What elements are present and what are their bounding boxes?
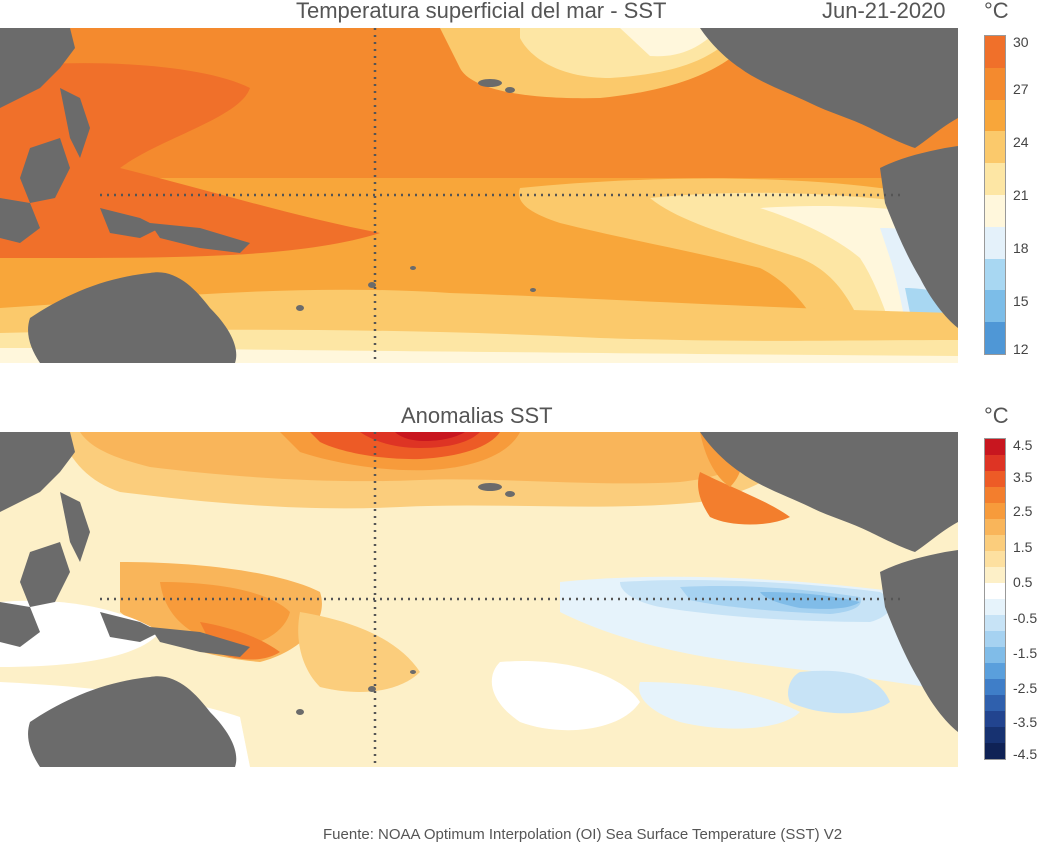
colorbar-segment — [985, 567, 1005, 583]
colorbar-segment — [985, 487, 1005, 503]
sst-colorbar-tick: 12 — [1013, 341, 1029, 357]
sst-unit-label: °C — [984, 0, 1009, 23]
anomaly-colorbar-tick: -1.5 — [1013, 645, 1038, 661]
colorbar-segment — [985, 631, 1005, 647]
sst-colorbar-tick: 15 — [1013, 293, 1029, 309]
colorbar-segment — [985, 439, 1005, 455]
anomaly-colorbar-tick: 2.5 — [1013, 503, 1033, 519]
sst-colorbar-tick: 30 — [1013, 34, 1029, 50]
colorbar-segment — [985, 455, 1005, 471]
sst-colorbar-tick: 21 — [1013, 187, 1029, 203]
colorbar-segment — [985, 503, 1005, 519]
colorbar-segment — [985, 711, 1005, 727]
anomaly-colorbar-tick: 4.5 — [1013, 437, 1033, 453]
colorbar-segment — [985, 679, 1005, 695]
colorbar-segment — [985, 67, 1005, 100]
anomaly-colorbar-tick: -2.5 — [1013, 680, 1038, 696]
anomaly-colorbar-tick: 3.5 — [1013, 469, 1033, 485]
sst-colorbar-tick: 27 — [1013, 81, 1029, 97]
anomaly-title: Anomalias SST — [401, 403, 553, 428]
colorbar-segment — [985, 99, 1005, 132]
colorbar-segment — [985, 743, 1005, 759]
colorbar-segment — [985, 322, 1005, 354]
anomaly-colorbar — [984, 438, 1006, 760]
colorbar-segment — [985, 663, 1005, 679]
sst-map — [0, 28, 958, 363]
sst-title: Temperatura superficial del mar - SST — [296, 0, 667, 23]
data-source-credit: Fuente: NOAA Optimum Interpolation (OI) … — [323, 826, 843, 843]
colorbar-segment — [985, 695, 1005, 711]
colorbar-segment — [985, 599, 1005, 615]
anomaly-colorbar-tick: 1.5 — [1013, 539, 1033, 555]
colorbar-segment — [985, 163, 1005, 195]
sst-date: Jun-21-2020 — [822, 0, 946, 23]
colorbar-segment — [985, 258, 1005, 291]
anomaly-colorbar-tick: -3.5 — [1013, 714, 1038, 730]
sst-colorbar-tick: 24 — [1013, 134, 1029, 150]
colorbar-segment — [985, 615, 1005, 631]
sst-colorbar — [984, 35, 1006, 355]
anomaly-unit-label: °C — [984, 403, 1009, 428]
anomaly-colorbar-tick: -4.5 — [1013, 746, 1038, 762]
sst-colorbar-tick: 18 — [1013, 240, 1029, 256]
colorbar-segment — [985, 551, 1005, 567]
anomaly-colorbar-tick: 0.5 — [1013, 574, 1033, 590]
colorbar-segment — [985, 535, 1005, 551]
colorbar-segment — [985, 290, 1005, 323]
colorbar-segment — [985, 226, 1005, 259]
anomaly-colorbar-tick: -0.5 — [1013, 610, 1038, 626]
anomaly-map — [0, 432, 958, 767]
colorbar-segment — [985, 36, 1005, 68]
colorbar-segment — [985, 131, 1005, 164]
colorbar-segment — [985, 519, 1005, 535]
colorbar-segment — [985, 647, 1005, 663]
colorbar-segment — [985, 727, 1005, 743]
colorbar-segment — [985, 583, 1005, 599]
colorbar-segment — [985, 471, 1005, 487]
colorbar-segment — [985, 194, 1005, 227]
